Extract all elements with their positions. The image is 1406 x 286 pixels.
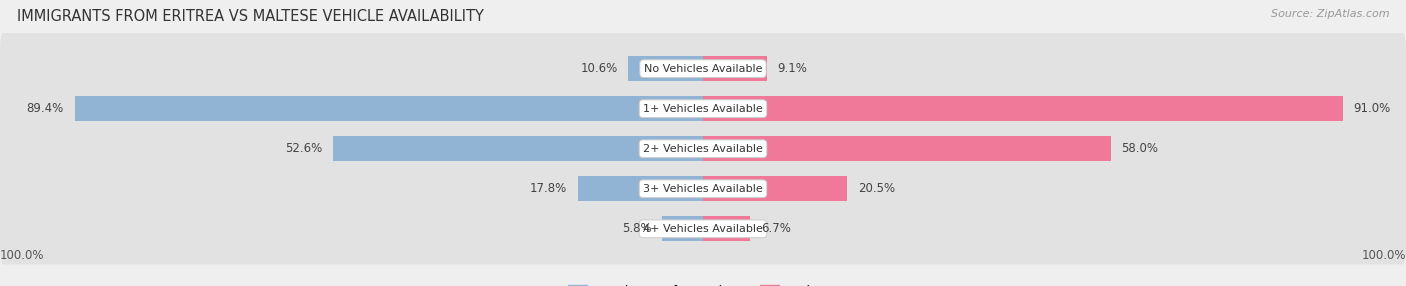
FancyBboxPatch shape <box>0 33 1406 104</box>
Text: Source: ZipAtlas.com: Source: ZipAtlas.com <box>1271 9 1389 19</box>
Text: 3+ Vehicles Available: 3+ Vehicles Available <box>643 184 763 194</box>
Text: 52.6%: 52.6% <box>285 142 322 155</box>
Text: 4+ Vehicles Available: 4+ Vehicles Available <box>643 224 763 234</box>
Text: 17.8%: 17.8% <box>530 182 568 195</box>
Text: 58.0%: 58.0% <box>1122 142 1159 155</box>
Text: No Vehicles Available: No Vehicles Available <box>644 64 762 74</box>
Bar <box>628 56 703 81</box>
Bar <box>75 96 703 121</box>
Text: 100.0%: 100.0% <box>0 249 45 262</box>
Bar <box>703 136 1111 161</box>
Bar <box>703 217 751 241</box>
Text: 89.4%: 89.4% <box>27 102 63 115</box>
Bar <box>703 56 768 81</box>
Bar <box>578 176 703 201</box>
Bar <box>333 136 703 161</box>
Text: IMMIGRANTS FROM ERITREA VS MALTESE VEHICLE AVAILABILITY: IMMIGRANTS FROM ERITREA VS MALTESE VEHIC… <box>17 9 484 23</box>
FancyBboxPatch shape <box>0 73 1406 144</box>
FancyBboxPatch shape <box>0 153 1406 225</box>
Text: 2+ Vehicles Available: 2+ Vehicles Available <box>643 144 763 154</box>
Text: 5.8%: 5.8% <box>621 222 652 235</box>
Text: 20.5%: 20.5% <box>858 182 894 195</box>
Text: 91.0%: 91.0% <box>1354 102 1391 115</box>
Bar <box>662 217 703 241</box>
Bar <box>703 176 846 201</box>
FancyBboxPatch shape <box>0 113 1406 184</box>
Text: 1+ Vehicles Available: 1+ Vehicles Available <box>643 104 763 114</box>
Text: 100.0%: 100.0% <box>1361 249 1406 262</box>
Bar <box>703 96 1343 121</box>
Text: 6.7%: 6.7% <box>761 222 790 235</box>
Text: 9.1%: 9.1% <box>778 62 807 75</box>
Text: 10.6%: 10.6% <box>581 62 619 75</box>
Legend: Immigrants from Eritrea, Maltese: Immigrants from Eritrea, Maltese <box>564 280 842 286</box>
FancyBboxPatch shape <box>0 193 1406 265</box>
